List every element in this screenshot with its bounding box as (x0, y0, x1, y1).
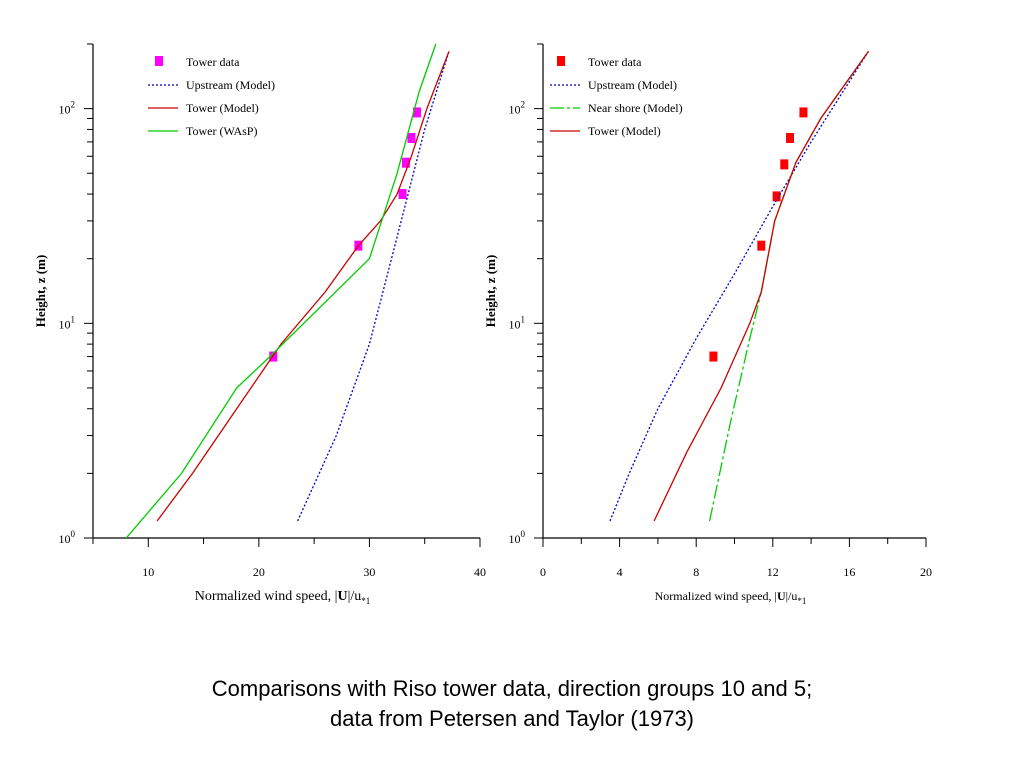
legend-entry: Tower (Model) (550, 124, 661, 138)
legend-marker (155, 56, 163, 66)
data-point (780, 159, 789, 170)
y-tick-label: 100 (509, 529, 526, 546)
x-tick-label: 8 (693, 565, 699, 579)
x-tick-label: 16 (843, 565, 855, 579)
series-line (653, 50, 870, 522)
legend-entry: Upstream (Model) (148, 78, 275, 92)
x-tick-label: 40 (474, 565, 486, 579)
caption-line-2: data from Petersen and Taylor (1973) (329, 706, 695, 731)
series-line (297, 51, 450, 522)
legend-label: Tower data (186, 55, 240, 69)
x-tick-label: 30 (363, 565, 375, 579)
x-tick-label: 20 (920, 565, 932, 579)
caption-line-1: Comparisons with Riso tower data, direct… (211, 676, 813, 701)
legend-entry: Tower (Model) (148, 101, 259, 115)
x-tick-label: 10 (142, 565, 154, 579)
legend-marker (557, 56, 565, 66)
legend-entry: Tower (WAsP) (148, 124, 257, 138)
x-axis-label: Normalized wind speed, |U|/u*1 (195, 589, 371, 606)
data-point (412, 107, 421, 118)
legend-entry: Tower data (557, 55, 642, 69)
series-near-shore-model (708, 50, 870, 522)
y-tick-label: 100 (59, 529, 76, 546)
data-point (772, 191, 781, 202)
series-line (156, 51, 450, 522)
data-point (709, 351, 718, 362)
series-line (125, 43, 437, 539)
legend-label: Near shore (Model) (588, 101, 683, 115)
x-axis-label: Normalized wind speed, |U|/u*1 (655, 589, 807, 606)
series-tower-data (709, 107, 808, 362)
x-tick-label: 0 (540, 565, 546, 579)
y-tick-label: 102 (509, 100, 526, 117)
y-tick-label: 101 (59, 314, 76, 331)
y-axis-label: Height, z (m) (483, 255, 498, 328)
series-line (609, 50, 870, 522)
data-point (757, 240, 766, 251)
data-point (401, 157, 410, 168)
series-tower-model (156, 51, 450, 522)
legend-label: Upstream (Model) (588, 78, 677, 92)
series-tower-wasp (125, 43, 437, 539)
legend-label: Upstream (Model) (186, 78, 275, 92)
data-point (786, 132, 795, 143)
data-point (407, 132, 416, 143)
series-upstream-model (297, 51, 450, 522)
legend-label: Tower (WAsP) (186, 124, 257, 138)
legend-label: Tower data (588, 55, 642, 69)
chart-right: 0 4 8 12 16 20 100 101 102 Height, z (m) Normalize… (483, 43, 932, 606)
legend-entry: Near shore (Model) (550, 101, 683, 115)
series-tower-model (653, 50, 870, 522)
legend-label: Tower (Model) (186, 101, 259, 115)
x-tick-label: 4 (617, 565, 623, 579)
series-upstream-model (609, 50, 870, 522)
data-point (398, 189, 407, 200)
y-axis-label: Height, z (m) (33, 255, 48, 328)
legend-entry: Upstream (Model) (550, 78, 677, 92)
legend-label: Tower (Model) (588, 124, 661, 138)
chart-left: 10 20 30 40 100 101 102 Height, z (m) Normalized… (33, 43, 486, 606)
y-tick-label: 101 (509, 314, 526, 331)
x-tick-label: 12 (767, 565, 779, 579)
x-tick-label: 20 (253, 565, 265, 579)
y-tick-label: 102 (59, 100, 76, 117)
data-point (799, 107, 808, 118)
series-line (708, 50, 870, 522)
legend-entry: Tower data (155, 55, 240, 69)
